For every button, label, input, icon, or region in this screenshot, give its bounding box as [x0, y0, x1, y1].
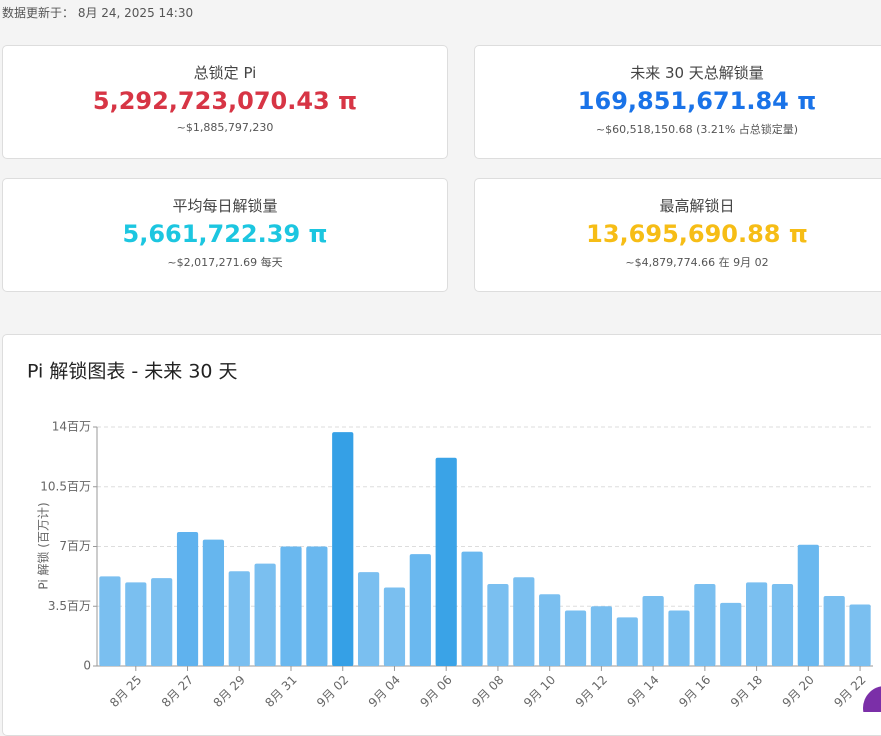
- card-subtext: ~$1,885,797,230: [176, 121, 274, 134]
- y-tick-label: 3.5百万: [48, 599, 91, 613]
- card-value: 13,695,690.88 π: [586, 220, 808, 248]
- x-tick-label: 8月 29: [211, 673, 248, 710]
- bar: [409, 554, 431, 666]
- bar: [823, 596, 845, 666]
- bar: [461, 551, 483, 666]
- bar: [280, 546, 302, 666]
- bar: [745, 582, 768, 666]
- bar: [616, 617, 638, 666]
- y-tick-label: 7百万: [59, 539, 91, 553]
- chart-title: Pi 解锁图表 - 未来 30 天: [27, 361, 238, 383]
- stat-card: 最高解锁日 13,695,690.88 π ~$4,879,774.66 在 9月 …: [474, 178, 881, 292]
- y-tick-label: 0: [83, 659, 91, 673]
- x-tick-label: 9月 20: [780, 673, 817, 710]
- bar: [151, 578, 173, 666]
- x-tick-label: 9月 02: [314, 673, 351, 710]
- bar: [487, 584, 509, 666]
- x-tick-label: 9月 16: [676, 673, 713, 710]
- x-tick-label: 9月 10: [521, 673, 558, 710]
- bar: [720, 602, 742, 666]
- bar: [849, 604, 871, 666]
- bar: [228, 571, 250, 666]
- x-tick-label: 9月 14: [624, 673, 661, 710]
- stat-card: 未来 30 天总解锁量 169,851,671.84 π ~$60,518,150.…: [474, 45, 881, 159]
- stat-card: 平均每日解锁量 5,661,722.39 π ~$2,017,271.69 每天: [2, 178, 448, 292]
- card-title: 最高解锁日: [659, 197, 735, 215]
- x-tick-label: 8月 27: [159, 673, 196, 710]
- bar: [513, 577, 535, 666]
- y-tick-label: 14百万: [52, 420, 91, 434]
- card-title: 未来 30 天总解锁量: [630, 64, 764, 82]
- bar: [539, 594, 561, 666]
- stat-card: 总锁定 Pi 5,292,723,070.43 π ~$1,885,797,230: [2, 45, 448, 159]
- card-value: 169,851,671.84 π: [577, 87, 817, 115]
- x-tick-label: 9月 06: [418, 673, 455, 710]
- bar: [306, 546, 328, 666]
- bar: [694, 584, 716, 666]
- bar: [99, 576, 121, 666]
- card-subtext: ~$2,017,271.69 每天: [167, 256, 283, 269]
- x-tick-label: 9月 08: [469, 673, 506, 710]
- bar: [254, 563, 276, 666]
- x-tick-label: 9月 04: [366, 673, 403, 710]
- chat-button[interactable]: [863, 686, 881, 712]
- chart: Pi 解锁图表 - 未来 30 天 Pi 解锁 (百万计) 0 3.5百万 7百万 1…: [27, 361, 881, 712]
- bar: [668, 610, 690, 666]
- bar: [357, 572, 380, 666]
- bar: [383, 587, 406, 666]
- page: 数据更新于： 8月 24, 2025 14:30 总锁定 Pi 5,292,723…: [2, 6, 881, 736]
- bar: [590, 606, 613, 666]
- x-tick-label: 9月 12: [573, 673, 610, 710]
- bar: [202, 539, 225, 666]
- y-tick-label: 10.5百万: [40, 479, 91, 493]
- card-value: 5,292,723,070.43 π: [92, 87, 358, 115]
- x-tick-label: 8月 25: [107, 673, 144, 710]
- y-axis-label: Pi 解锁 (百万计): [36, 502, 51, 589]
- bar: [435, 457, 457, 666]
- card-title: 平均每日解锁量: [172, 197, 278, 215]
- card-subtext: ~$4,879,774.66 在 9月 02: [625, 256, 769, 269]
- x-tick-label: 9月 22: [831, 673, 868, 710]
- bar: [771, 584, 794, 666]
- updated-text: 数据更新于： 8月 24, 2025 14:30: [2, 6, 194, 20]
- bar: [642, 596, 664, 666]
- bar: [797, 544, 819, 666]
- bar: [332, 432, 354, 666]
- x-tick-label: 8月 31: [262, 673, 299, 710]
- card-value: 5,661,722.39 π: [122, 220, 328, 248]
- card-subtext: ~$60,518,150.68 (3.21% 占总锁定量): [595, 123, 799, 136]
- card-title: 总锁定 Pi: [193, 64, 257, 82]
- bar: [176, 531, 199, 666]
- bar: [125, 582, 147, 666]
- bar: [564, 610, 587, 666]
- x-tick-label: 9月 18: [728, 673, 765, 710]
